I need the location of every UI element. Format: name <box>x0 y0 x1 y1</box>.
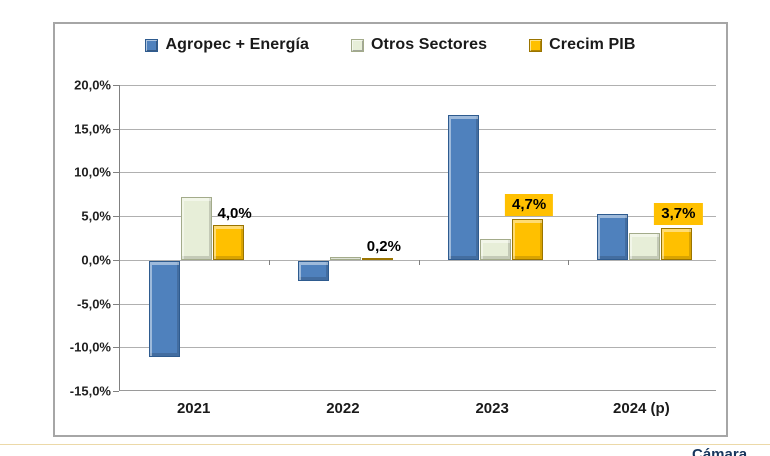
x-axis-category-label: 2024 (p) <box>613 400 670 417</box>
bar-crecim-pib-2022 <box>362 258 394 261</box>
gridline <box>120 303 716 305</box>
footer-partial-text: Cámara <box>692 446 748 456</box>
y-axis-tick-label: 10,0% <box>74 164 111 180</box>
y-axis-tick <box>113 172 119 174</box>
bar-otros-sectores-2022 <box>330 257 362 260</box>
data-label: 4,0% <box>217 204 252 222</box>
y-axis-tick <box>113 347 119 349</box>
gridline <box>120 216 716 218</box>
bar-otros-sectores-2023 <box>479 238 511 260</box>
footer-divider <box>0 444 770 447</box>
y-axis-tick <box>113 303 119 305</box>
y-axis-tick-label: 5,0% <box>81 208 111 224</box>
bar-crecim-pib-2023 <box>511 218 543 260</box>
y-axis-tick-label: -5,0% <box>77 296 111 312</box>
legend: Agropec + Energía Otros Sectores Crecim PI… <box>55 36 726 54</box>
legend-item: Agropec + Energía <box>145 36 309 54</box>
zero-axis-tick <box>418 259 420 265</box>
y-axis-tick-label: -15,0% <box>69 383 111 399</box>
legend-label: Agropec + Energía <box>165 36 310 53</box>
legend-label: Crecim PIB <box>549 36 636 53</box>
legend-swatch-icon <box>145 38 159 52</box>
bar-agropec-energ-a-2022 <box>298 260 330 281</box>
bar-crecim-pib-2024-p- <box>660 227 692 260</box>
y-axis-tick-label: 0,0% <box>81 252 111 268</box>
y-axis-tick <box>113 259 119 261</box>
gridline <box>120 128 716 130</box>
y-axis-tick <box>113 128 119 130</box>
bar-agropec-energ-a-2023 <box>447 114 479 260</box>
bar-otros-sectores-2024-p- <box>628 232 660 260</box>
gridline <box>120 347 716 349</box>
zero-axis-tick <box>269 259 271 265</box>
bar-agropec-energ-a-2024-p- <box>596 213 628 260</box>
chart-frame: Agropec + Energía Otros Sectores Crecim PI… <box>53 22 728 437</box>
bar-crecim-pib-2021 <box>213 224 245 260</box>
legend-label: Otros Sectores <box>371 36 488 53</box>
y-axis-tick-label: -10,0% <box>69 339 111 355</box>
x-axis-category-label: 2022 <box>326 400 360 417</box>
bar-otros-sectores-2021 <box>181 196 213 260</box>
legend-swatch-icon <box>351 38 365 52</box>
y-axis-tick-label: 15,0% <box>74 121 111 137</box>
gridline <box>120 259 716 261</box>
legend-swatch-icon <box>529 38 543 52</box>
zero-axis-tick <box>567 259 569 265</box>
x-axis-category-label: 2021 <box>176 400 211 417</box>
y-axis-tick <box>113 216 119 218</box>
gridline <box>120 85 716 86</box>
plot-area: 4,0% 0,2% 4,7% 3,7% <box>113 85 716 392</box>
legend-item: Otros Sectores <box>351 36 487 54</box>
y-axis-tick-label: 20,0% <box>74 77 111 93</box>
x-axis-category-label: 2023 <box>475 400 509 417</box>
data-label: 4,7% <box>505 193 554 216</box>
y-axis-tick <box>113 85 119 86</box>
y-axis-tick <box>113 391 119 392</box>
data-label: 0,2% <box>366 238 401 256</box>
gridline <box>120 172 716 174</box>
data-label: 3,7% <box>654 202 703 225</box>
y-axis-labels: 20,0% 15,0% 10,0% 5,0% 0,0% -5,0% -10,0% -15,0% <box>55 78 111 399</box>
bar-agropec-energ-a-2021 <box>149 260 181 357</box>
legend-item: Crecim PIB <box>529 36 635 54</box>
